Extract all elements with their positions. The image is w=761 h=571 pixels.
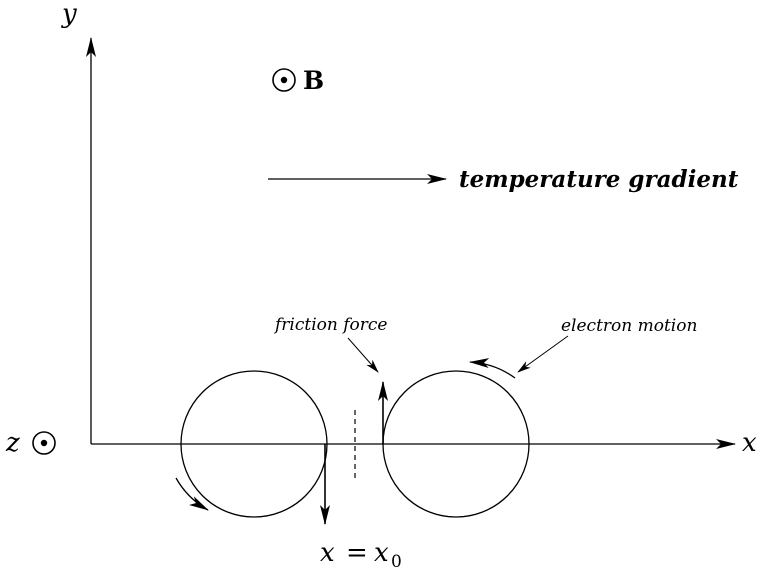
y-axis-label: y — [61, 0, 77, 29]
temperature-gradient-label: temperature gradient — [459, 166, 739, 193]
svg-text:x: x — [374, 538, 389, 568]
electron-motion-label: electron motion — [561, 316, 697, 336]
svg-text:=: = — [346, 538, 368, 568]
b-field-out-of-page-icon — [272, 68, 296, 92]
friction-force-label: friction force — [273, 315, 387, 335]
x-equals-x0-label: x = x 0 — [320, 538, 402, 571]
electron-motion-arc-right — [469, 358, 516, 379]
x-axis-label: x — [742, 428, 757, 458]
b-field-label: B — [303, 66, 324, 95]
z-axis-label: z — [5, 428, 20, 458]
svg-text:0: 0 — [391, 552, 402, 571]
z-out-of-page-icon — [32, 431, 56, 455]
electron-motion-pointer — [517, 335, 569, 373]
svg-text:x: x — [320, 538, 335, 568]
friction-force-pointer — [347, 337, 379, 373]
electron-motion-arc-left — [175, 477, 209, 511]
left-electron-orbit — [180, 370, 328, 518]
